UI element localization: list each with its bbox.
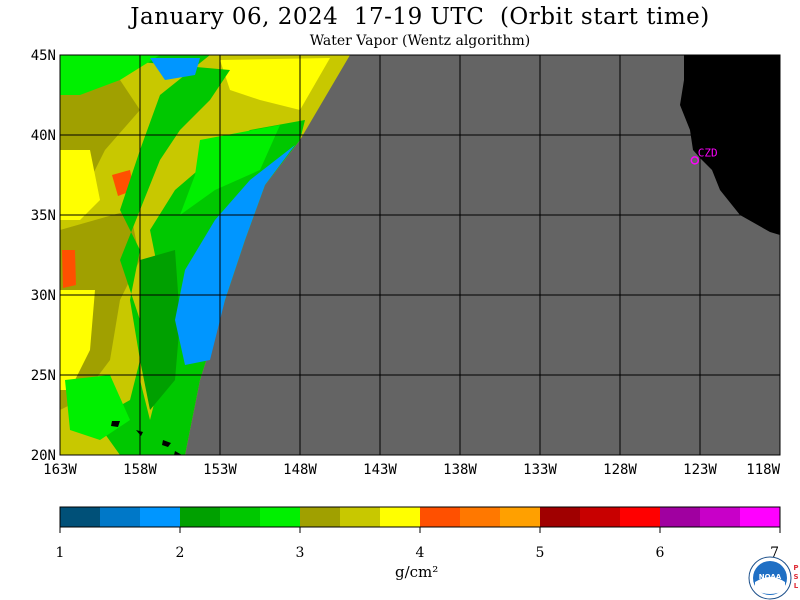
station-label-czd: CZD — [698, 146, 718, 159]
vapor-patch-blue-north — [150, 58, 200, 80]
colorbar-swatch — [540, 507, 581, 527]
land-north-america — [680, 55, 780, 235]
colorbar-swatch — [180, 507, 221, 527]
vapor-patch-dark-green — [140, 250, 180, 410]
colorbar-tick-label: 6 — [656, 545, 665, 561]
colorbar-swatch — [620, 507, 661, 527]
chart-subtitle: Water Vapor (Wentz algorithm) — [309, 33, 531, 49]
vapor-swath-blue — [175, 145, 295, 365]
colorbar-units: g/cm² — [395, 563, 439, 581]
land-hawaii-4 — [174, 451, 182, 455]
noaa-logo-text: NOAA — [759, 573, 782, 581]
noaa-logo: NOAA — [748, 556, 792, 600]
lon-label: 143W — [363, 462, 397, 478]
svg-text:PSL: PSL — [793, 564, 798, 590]
lat-label: 35N — [31, 208, 56, 224]
colorbar-tick-label: 1 — [56, 545, 65, 561]
colorbar-swatch — [220, 507, 261, 527]
vapor-patch-bright-green-2 — [180, 125, 280, 215]
colorbar-tick-label: 7 — [770, 545, 779, 561]
colorbar-swatch — [340, 507, 381, 527]
chart-title: January 06, 2024 17-19 UTC (Orbit start … — [130, 4, 710, 30]
lon-label: 118W — [746, 462, 780, 478]
land-hawaii-1 — [111, 421, 120, 427]
latitude-labels: 45N 40N 35N 30N 25N 20N — [31, 48, 56, 464]
colorbar-swatch — [60, 507, 101, 527]
lon-label: 163W — [43, 462, 77, 478]
land-hawaii-3 — [162, 440, 171, 447]
lat-label: 45N — [31, 48, 56, 64]
colorbar-swatch — [260, 507, 301, 527]
colorbar-swatch — [580, 507, 621, 527]
colorbar-swatch — [460, 507, 501, 527]
lon-label: 153W — [203, 462, 237, 478]
colorbar — [60, 507, 781, 527]
colorbar-swatch — [500, 507, 541, 527]
colorbar-swatch — [380, 507, 421, 527]
lon-label: 123W — [683, 462, 717, 478]
lat-label: 30N — [31, 288, 56, 304]
lon-label: 158W — [123, 462, 157, 478]
colorbar-swatch — [420, 507, 461, 527]
longitude-labels: 163W 158W 153W 148W 143W 138W 133W 128W 123W 118W — [43, 462, 780, 478]
vapor-patch-yellow-1 — [60, 150, 100, 220]
vapor-patch-orange-2 — [62, 250, 76, 288]
colorbar-labels: 1 2 3 4 5 6 7 — [56, 527, 781, 561]
colorbar-swatch — [140, 507, 181, 527]
colorbar-swatch — [300, 507, 341, 527]
vapor-patch-yellow-2 — [60, 290, 95, 390]
lon-label: 133W — [523, 462, 557, 478]
lon-label: 148W — [283, 462, 317, 478]
colorbar-tick-label: 2 — [176, 545, 185, 561]
lat-label: 20N — [31, 448, 56, 464]
colorbar-tick-label: 5 — [536, 545, 545, 561]
colorbar-swatch — [740, 507, 781, 527]
lon-label: 128W — [603, 462, 637, 478]
colorbar-swatch — [700, 507, 741, 527]
vapor-patch-bright-green-1 — [60, 55, 160, 95]
colorbar-swatch — [100, 507, 141, 527]
vapor-patch-yellow-3 — [220, 58, 330, 110]
colorbar-swatch — [660, 507, 701, 527]
lat-label: 40N — [31, 128, 56, 144]
station-marker — [690, 156, 700, 165]
colorbar-tick-label: 3 — [296, 545, 305, 561]
colorbar-tick-label: 4 — [416, 545, 425, 561]
lon-label: 138W — [443, 462, 477, 478]
map-frame — [59, 54, 781, 456]
lat-label: 25N — [31, 368, 56, 384]
